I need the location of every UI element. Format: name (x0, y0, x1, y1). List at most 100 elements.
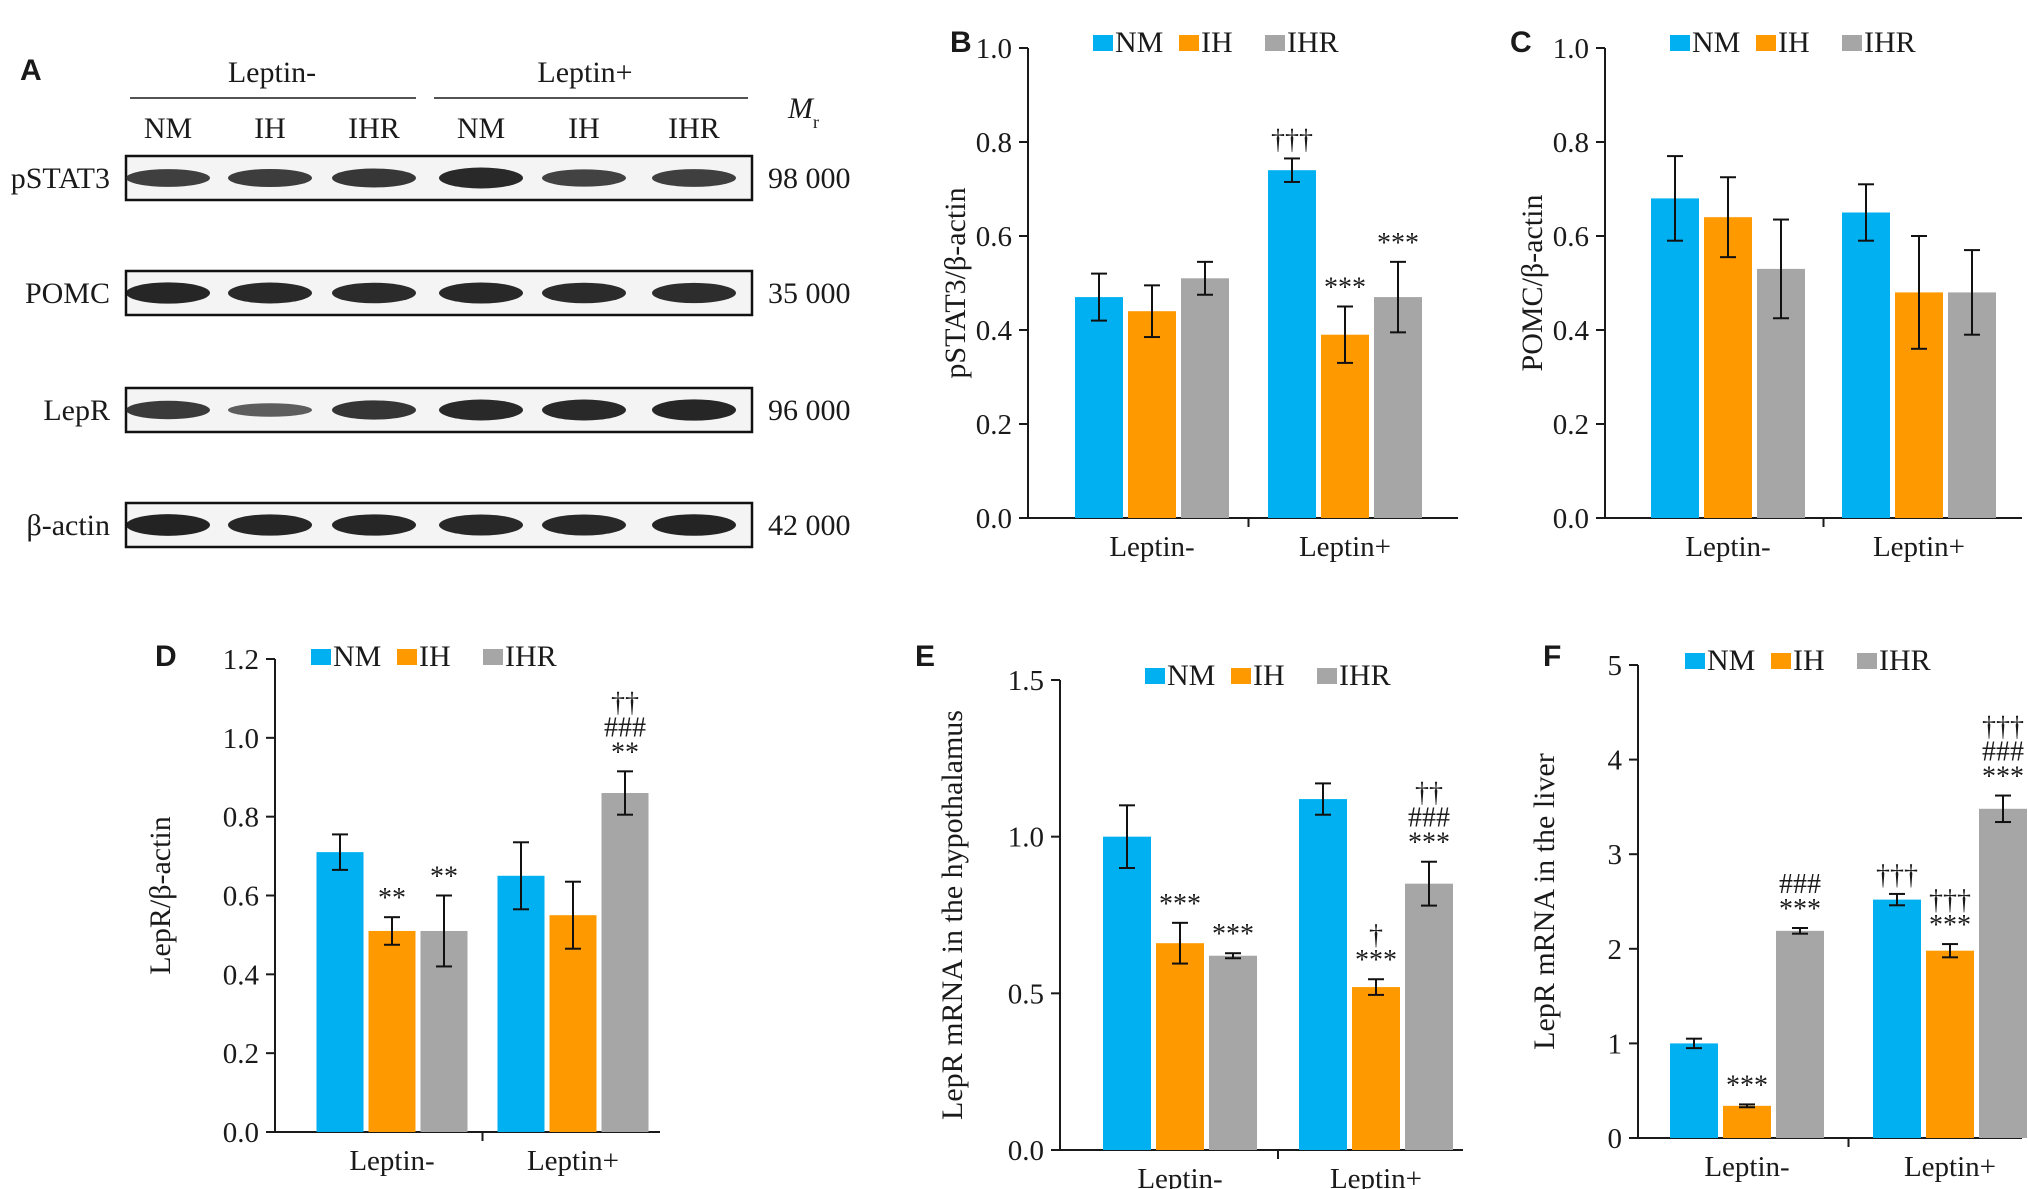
significance-label: *** (1355, 945, 1397, 976)
blot-band (439, 282, 523, 304)
significance-label: ### (1982, 737, 2024, 768)
blot-band (126, 514, 210, 536)
legend-swatch (1771, 653, 1791, 669)
significance-label: †† (611, 687, 639, 718)
bar (1405, 883, 1453, 1150)
y-tick-label: 3 (1608, 839, 1623, 871)
legend-label: IH (1778, 26, 1810, 59)
significance-label: ** (611, 737, 639, 768)
x-tick-label: Leptin- (1704, 1151, 1789, 1183)
legend-label: IH (1201, 26, 1233, 59)
y-tick-label: 4 (1608, 745, 1623, 777)
significance-label: ** (430, 862, 458, 893)
y-tick-label: 1.0 (223, 723, 259, 755)
legend-swatch (1179, 35, 1199, 51)
blot-band (542, 514, 626, 536)
blot-band (332, 400, 416, 420)
bar (1723, 1105, 1771, 1138)
blot-row: POMC 35 000 (25, 269, 851, 317)
significance-label: ††† (1982, 712, 2024, 743)
legend-swatch (1842, 35, 1862, 51)
x-tick-label: Leptin+ (1299, 531, 1391, 563)
bar (1926, 950, 1974, 1138)
blot-protein-label: LepR (43, 394, 110, 427)
significance-label: ††† (1876, 860, 1918, 891)
y-tick-label: 0.8 (976, 127, 1012, 159)
bar (549, 915, 597, 1132)
bar (368, 930, 416, 1132)
panel-letter-c: C (1510, 26, 1532, 59)
panel-letter-f: F (1543, 640, 1561, 673)
blot-band (332, 168, 416, 188)
blot-band (228, 514, 312, 536)
significance-label: *** (1779, 894, 1821, 925)
significance-label: ### (604, 712, 646, 743)
blot-group-label: Leptin- (228, 56, 316, 89)
y-axis-title: LepR mRNA in the liver (1528, 753, 1561, 1050)
legend-swatch (1231, 668, 1251, 684)
legend-label: IHR (1339, 659, 1391, 692)
blot-row: β-actin 42 000 (26, 501, 851, 549)
blot-mr-value: 96 000 (768, 394, 851, 427)
y-tick-label: 0.2 (976, 409, 1012, 441)
legend-label: NM (1115, 26, 1163, 59)
blot-band (228, 282, 312, 304)
y-axis-title: pSTAT3/β-actin (939, 187, 972, 378)
blot-lane-label: IH (568, 112, 600, 145)
blot-band (228, 403, 312, 417)
blot-band (228, 168, 312, 188)
significance-label: ** (378, 883, 406, 914)
legend-label: NM (1707, 644, 1755, 677)
bar (1776, 930, 1824, 1138)
significance-label: *** (1212, 919, 1254, 950)
y-tick-label: 0.6 (1553, 221, 1589, 253)
y-tick-label: 0.8 (1553, 127, 1589, 159)
x-tick-label: Leptin+ (1330, 1163, 1422, 1189)
x-tick-label: Leptin- (1685, 531, 1770, 563)
x-tick-label: Leptin+ (1873, 531, 1965, 563)
significance-label: *** (1408, 828, 1450, 859)
western-blot-panel: A Leptin- Leptin+ NM IH IHR NM IH IHR Mr pSTAT3 98 … (11, 54, 851, 549)
blot-band (542, 169, 626, 187)
bar (1209, 955, 1257, 1150)
blot-band (126, 282, 210, 304)
bar (1352, 987, 1400, 1150)
bar (1873, 899, 1921, 1138)
significance-label: *** (1929, 910, 1971, 941)
blot-band (332, 282, 416, 304)
blot-lane-label: IHR (668, 112, 720, 145)
y-tick-label: 0.6 (223, 881, 259, 913)
significance-label: † (1369, 920, 1383, 951)
y-tick-label: 0.0 (976, 503, 1012, 535)
blot-band (126, 400, 210, 420)
significance-label: *** (1982, 762, 2024, 793)
y-tick-label: 0.4 (1553, 315, 1590, 347)
mr-subscript: r (813, 112, 819, 132)
legend-label: IH (419, 640, 451, 673)
legend-swatch (1093, 35, 1113, 51)
significance-label: *** (1324, 273, 1366, 304)
chart-panel-f: F 0 1 2 3 4 5 Leptin- Leptin+ LepR mRNA in the li… (1528, 640, 2027, 1183)
blot-band (652, 169, 736, 187)
blot-band (439, 514, 523, 536)
chart-panel-e: E 0.0 0.5 1.0 1.5 Leptin- Leptin+ LepR mRNA in … (915, 640, 1463, 1189)
bar (1156, 943, 1204, 1150)
y-tick-label: 2 (1608, 934, 1623, 966)
significance-label: *** (1726, 1070, 1768, 1101)
chart-panel-b: B 0.0 0.2 0.4 0.6 0.8 1.0 Leptin- Leptin+ pSTAT3/… (939, 26, 1458, 563)
chart-panel-d: D 0.0 0.2 0.4 0.6 0.8 1.0 1.2 Leptin- Leptin+ LepR… (144, 640, 660, 1177)
blot-mr-value: 42 000 (768, 509, 851, 542)
bar (1704, 217, 1752, 518)
legend-swatch (1756, 35, 1776, 51)
legend-swatch (1670, 35, 1690, 51)
legend-swatch (397, 649, 417, 665)
panel-letter-b: B (950, 26, 972, 59)
blot-band (652, 514, 736, 536)
legend-label: IH (1793, 644, 1825, 677)
y-tick-label: 1.0 (1008, 822, 1044, 854)
legend-swatch (1317, 668, 1337, 684)
bar (1128, 311, 1176, 518)
legend-label: IHR (1879, 644, 1931, 677)
bar (1321, 334, 1369, 518)
